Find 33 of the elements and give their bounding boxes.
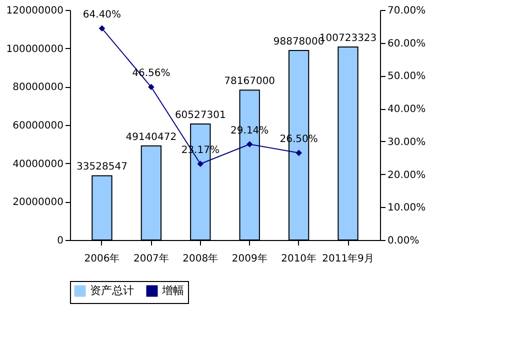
data-label: 64.40% xyxy=(82,9,122,20)
y2-tick-label: 20.00% xyxy=(388,170,426,181)
y-tick-label: 40000000 xyxy=(12,158,64,170)
x-tick-label: 2011年9月 xyxy=(322,252,374,264)
data-label: 49140472 xyxy=(126,132,177,143)
point xyxy=(296,150,302,156)
y-tick-label: 20000000 xyxy=(12,197,64,208)
point xyxy=(246,141,253,148)
y-tick-label: 60000000 xyxy=(12,120,64,132)
x-tick-label: 2007年 xyxy=(133,252,169,264)
y2-tick-label: 50.00% xyxy=(388,71,426,82)
data-label: 33528547 xyxy=(76,162,128,173)
y-tick-label: 0 xyxy=(57,236,64,246)
legend-label: 资产总计 xyxy=(90,284,134,297)
point xyxy=(98,25,106,32)
x-tick-label: 2006年 xyxy=(84,252,120,264)
y2-tick-label: 60.00% xyxy=(388,38,426,50)
legend-label: 增幅 xyxy=(161,284,184,297)
x-tick-label: 2009年 xyxy=(232,252,268,264)
point xyxy=(148,84,154,90)
y2-tick-label: 40.00% xyxy=(388,104,426,116)
y-tick-label: 120000000 xyxy=(6,6,64,16)
y2-tick-label: 10.00% xyxy=(388,202,426,214)
point xyxy=(197,160,204,168)
data-label: 78167000 xyxy=(224,76,276,88)
x-tick-label: 2010年 xyxy=(281,252,317,264)
y2-tick-label: 70.00% xyxy=(388,6,426,16)
x-tick-label: 2008年 xyxy=(182,252,218,264)
data-label: 60527301 xyxy=(174,110,226,121)
y2-tick-label: 30.00% xyxy=(388,136,426,148)
y-tick-label: 80000000 xyxy=(12,82,64,94)
y-tick-label: 100000000 xyxy=(6,44,64,55)
y2-tick-label: 0.00% xyxy=(388,236,420,246)
